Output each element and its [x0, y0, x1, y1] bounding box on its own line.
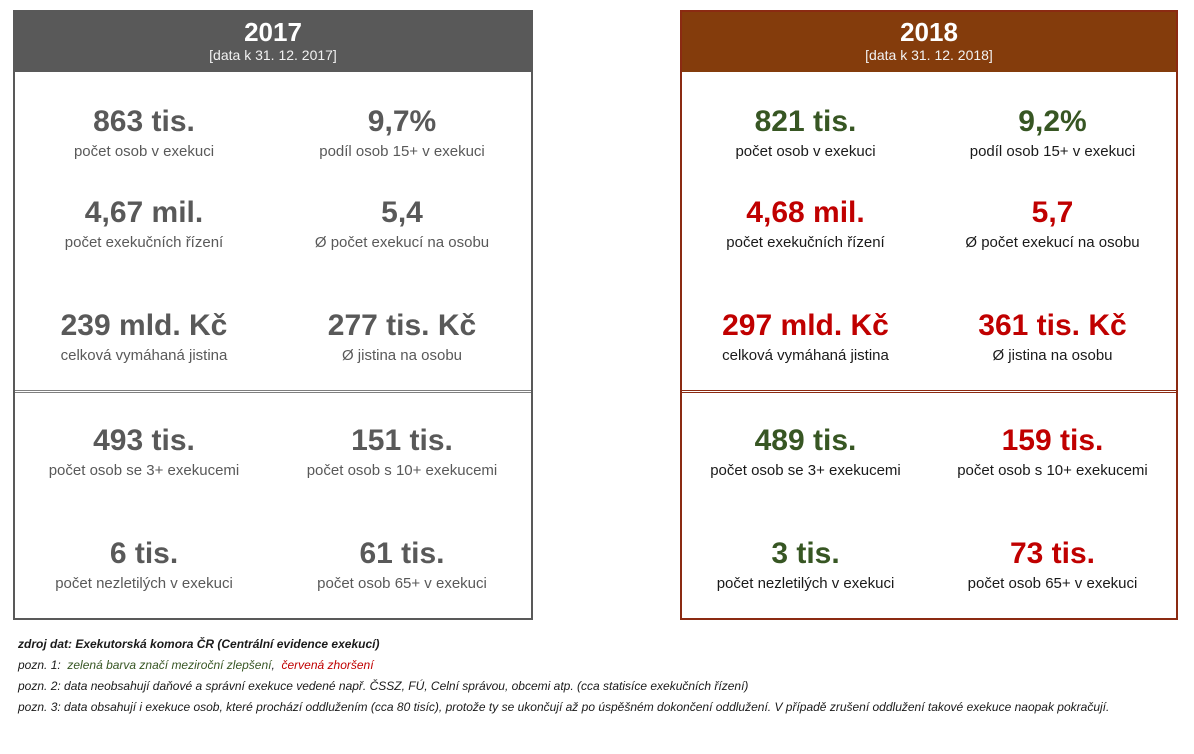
- stat-value: 239 mld. Kč: [60, 309, 228, 342]
- panel-divider: [682, 390, 1176, 393]
- stat-value: 151 tis.: [351, 424, 453, 457]
- stat-label: Ø počet exekucí na osobu: [965, 234, 1140, 251]
- stat-avg-executions-per-person: 5,7 Ø počet exekucí na osobu: [929, 195, 1176, 253]
- stat-persons-in-execution: 863 tis. počet osob v exekuci: [15, 104, 273, 162]
- stat-label: počet exekučních řízení: [726, 234, 885, 251]
- stat-value: 361 tis. Kč: [978, 309, 1127, 342]
- stat-value: 3 tis.: [771, 537, 840, 570]
- stat-avg-principal-per-person: 277 tis. Kč Ø jistina na osobu: [273, 308, 531, 366]
- stat-label: počet osob s 10+ exekucemi: [306, 462, 498, 479]
- stat-label: počet osob 65+ v exekuci: [317, 575, 487, 592]
- stat-label: počet nezletilých v exekuci: [55, 575, 233, 592]
- stat-minors: 6 tis. počet nezletilých v exekuci: [15, 536, 273, 594]
- note-1: pozn. 1: zelená barva značí meziroční zl…: [18, 657, 1178, 673]
- stat-share-15plus: 9,7% podíl osob 15+ v exekuci: [273, 104, 531, 162]
- stat-value: 4,67 mil.: [84, 196, 204, 229]
- stat-label: počet osob s 10+ exekucemi: [957, 462, 1148, 479]
- stat-label: počet osob se 3+ exekucemi: [710, 462, 901, 479]
- stat-execution-proceedings: 4,68 mil. počet exekučních řízení: [682, 195, 929, 253]
- stat-label: počet osob 65+ v exekuci: [967, 575, 1138, 592]
- stat-execution-proceedings: 4,67 mil. počet exekučních řízení: [15, 195, 273, 253]
- stat-label: počet nezletilých v exekuci: [716, 575, 895, 592]
- stat-value: 5,7: [1031, 196, 1074, 229]
- stat-persons-65plus: 73 tis. počet osob 65+ v exekuci: [929, 536, 1176, 594]
- stat-label: podíl osob 15+ v exekuci: [319, 143, 485, 160]
- panel-year: 2017: [244, 17, 302, 47]
- stat-avg-principal-per-person: 361 tis. Kč Ø jistina na osobu: [929, 308, 1176, 366]
- panel-2018: 2018 [data k 31. 12. 2018] 821 tis. poče…: [680, 10, 1178, 620]
- stat-avg-executions-per-person: 5,4 Ø počet exekucí na osobu: [273, 195, 531, 253]
- stat-persons-10plus: 159 tis. počet osob s 10+ exekucemi: [929, 423, 1176, 481]
- stat-label: Ø jistina na osobu: [341, 347, 463, 364]
- stat-value: 863 tis.: [93, 105, 195, 138]
- stat-share-15plus: 9,2% podíl osob 15+ v exekuci: [929, 104, 1176, 162]
- stat-label: Ø počet exekucí na osobu: [314, 234, 490, 251]
- stat-label: počet osob v exekuci: [735, 143, 876, 160]
- stat-value: 61 tis.: [359, 537, 445, 570]
- stat-label: celková vymáhaná jistina: [722, 347, 889, 364]
- panel-date: [data k 31. 12. 2017]: [209, 47, 337, 63]
- stat-value: 9,2%: [1018, 105, 1087, 138]
- stat-persons-3plus: 489 tis. počet osob se 3+ exekucemi: [682, 423, 929, 481]
- stat-value: 277 tis. Kč: [327, 309, 477, 342]
- note-1-prefix: pozn. 1:: [18, 658, 61, 672]
- stat-total-principal: 239 mld. Kč celková vymáhaná jistina: [15, 308, 273, 366]
- panel-date: [data k 31. 12. 2018]: [865, 47, 993, 63]
- stat-value: 159 tis.: [1001, 424, 1104, 457]
- note-2: pozn. 2: data neobsahují daňové a správn…: [18, 679, 749, 693]
- stat-label: počet osob v exekuci: [73, 143, 215, 160]
- stat-value: 73 tis.: [1009, 537, 1096, 570]
- stat-value: 4,68 mil.: [746, 196, 865, 229]
- stat-value: 297 mld. Kč: [722, 309, 889, 342]
- stat-persons-10plus: 151 tis. počet osob s 10+ exekucemi: [273, 423, 531, 481]
- panel-2017-header: 2017 [data k 31. 12. 2017]: [15, 12, 531, 72]
- footnotes: zdroj dat: Exekutorská komora ČR (Centrá…: [18, 636, 1178, 720]
- stat-value: 489 tis.: [754, 424, 857, 457]
- stat-persons-65plus: 61 tis. počet osob 65+ v exekuci: [273, 536, 531, 594]
- stat-value: 493 tis.: [93, 424, 195, 457]
- stat-value: 6 tis.: [109, 537, 179, 570]
- panel-2017: 2017 [data k 31. 12. 2017] 863 tis. poče…: [13, 10, 533, 620]
- panel-year: 2018: [900, 17, 958, 47]
- stat-value: 5,4: [381, 196, 423, 229]
- stat-persons-3plus: 493 tis. počet osob se 3+ exekucemi: [15, 423, 273, 481]
- panel-2018-header: 2018 [data k 31. 12. 2018]: [682, 12, 1176, 72]
- stat-total-principal: 297 mld. Kč celková vymáhaná jistina: [682, 308, 929, 366]
- note-1-separator: ,: [271, 658, 275, 672]
- note-1-red-text: červená zhoršení: [281, 658, 374, 672]
- stat-value: 9,7%: [367, 105, 437, 138]
- panel-divider: [15, 390, 531, 393]
- source-note: zdroj dat: Exekutorská komora ČR (Centrá…: [18, 637, 380, 651]
- stat-label: počet exekučních řízení: [64, 234, 224, 251]
- stat-persons-in-execution: 821 tis. počet osob v exekuci: [682, 104, 929, 162]
- note-1-green-text: zelená barva značí meziroční zlepšení: [67, 658, 272, 672]
- stat-label: Ø jistina na osobu: [992, 347, 1113, 364]
- stat-label: podíl osob 15+ v exekuci: [969, 143, 1136, 160]
- stat-minors: 3 tis. počet nezletilých v exekuci: [682, 536, 929, 594]
- stat-label: celková vymáhaná jistina: [60, 347, 228, 364]
- note-3: pozn. 3: data obsahují i exekuce osob, k…: [18, 700, 1110, 714]
- stat-label: počet osob se 3+ exekucemi: [48, 462, 240, 479]
- stat-value: 821 tis.: [754, 105, 857, 138]
